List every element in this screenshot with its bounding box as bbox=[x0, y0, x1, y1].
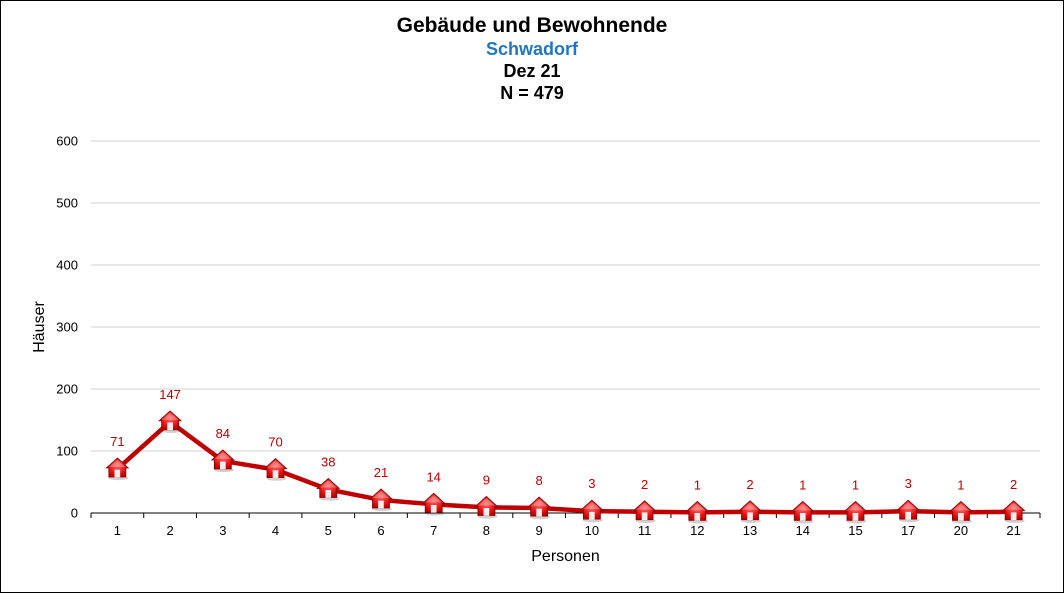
data-label: 71 bbox=[110, 434, 124, 449]
x-tick-label: 14 bbox=[796, 523, 810, 538]
x-tick-label: 3 bbox=[219, 523, 226, 538]
y-tick-label: 100 bbox=[56, 444, 78, 459]
data-label: 8 bbox=[536, 473, 543, 488]
x-tick-label: 2 bbox=[166, 523, 173, 538]
data-point-marker bbox=[1001, 500, 1026, 523]
data-label: 3 bbox=[588, 476, 595, 491]
x-tick-label: 8 bbox=[483, 523, 490, 538]
data-point-marker bbox=[368, 488, 394, 512]
data-point-marker bbox=[632, 500, 657, 523]
x-tick-label: 1 bbox=[114, 523, 121, 538]
data-point-marker bbox=[737, 500, 763, 523]
chart-title: Gebäude und Bewohnende bbox=[396, 14, 668, 37]
x-tick-label: 4 bbox=[272, 523, 279, 538]
chart-subtitle: Schwadorf bbox=[485, 39, 578, 59]
x-tick-label: 13 bbox=[743, 523, 757, 538]
data-label: 1 bbox=[957, 477, 964, 492]
data-point-marker bbox=[948, 500, 973, 524]
data-label: 84 bbox=[216, 426, 230, 441]
data-label: 14 bbox=[426, 469, 440, 484]
chart-title-block: Gebäude und Bewohnende Schwadorf Dez 21 … bbox=[0, 14, 1064, 104]
data-label: 1 bbox=[852, 477, 859, 492]
data-point-marker bbox=[896, 499, 921, 523]
data-point-marker bbox=[579, 499, 604, 523]
data-label: 21 bbox=[374, 465, 388, 480]
x-tick-label: 20 bbox=[954, 523, 968, 538]
y-tick-label: 0 bbox=[71, 506, 78, 521]
x-tick-label: 11 bbox=[638, 523, 652, 538]
data-label: 2 bbox=[1010, 477, 1017, 492]
data-point-marker bbox=[158, 410, 183, 434]
data-point-marker bbox=[790, 500, 815, 524]
chart-period: Dez 21 bbox=[503, 61, 561, 81]
data-point-marker bbox=[105, 457, 130, 481]
x-tick-label: 21 bbox=[1006, 523, 1020, 538]
series-line bbox=[115, 419, 1016, 515]
data-point-marker bbox=[210, 449, 235, 473]
data-label: 9 bbox=[483, 472, 490, 487]
data-point-marker bbox=[527, 496, 552, 520]
data-point-marker bbox=[843, 500, 868, 524]
x-tick-label: 17 bbox=[901, 523, 915, 538]
y-tick-label: 300 bbox=[56, 320, 78, 335]
x-tick-label: 7 bbox=[430, 523, 437, 538]
y-axis-title: Häuser bbox=[31, 301, 48, 353]
data-label: 3 bbox=[905, 476, 912, 491]
x-axis-title: Personen bbox=[531, 548, 600, 565]
chart-total: N = 479 bbox=[500, 83, 564, 103]
x-tick-label: 9 bbox=[536, 523, 543, 538]
x-tick-label: 5 bbox=[325, 523, 332, 538]
x-tick-label: 6 bbox=[377, 523, 384, 538]
y-tick-label: 400 bbox=[56, 258, 78, 273]
y-tick-label: 600 bbox=[56, 134, 78, 149]
x-tick-label: 10 bbox=[585, 523, 599, 538]
data-label: 1 bbox=[694, 477, 701, 492]
data-point-marker bbox=[316, 477, 341, 501]
data-label: 70 bbox=[268, 435, 282, 450]
data-point-marker bbox=[474, 495, 499, 519]
data-label: 147 bbox=[159, 387, 181, 402]
y-tick-label: 200 bbox=[56, 382, 78, 397]
data-label: 1 bbox=[799, 477, 806, 492]
data-label: 2 bbox=[746, 477, 753, 492]
data-label: 38 bbox=[321, 454, 335, 469]
x-tick-label: 12 bbox=[690, 523, 704, 538]
data-label: 2 bbox=[641, 477, 648, 492]
x-tick-label: 15 bbox=[848, 523, 862, 538]
data-point-marker bbox=[421, 492, 446, 516]
data-point-marker bbox=[685, 500, 710, 524]
y-tick-label: 500 bbox=[56, 196, 78, 211]
data-point-marker bbox=[263, 458, 288, 481]
